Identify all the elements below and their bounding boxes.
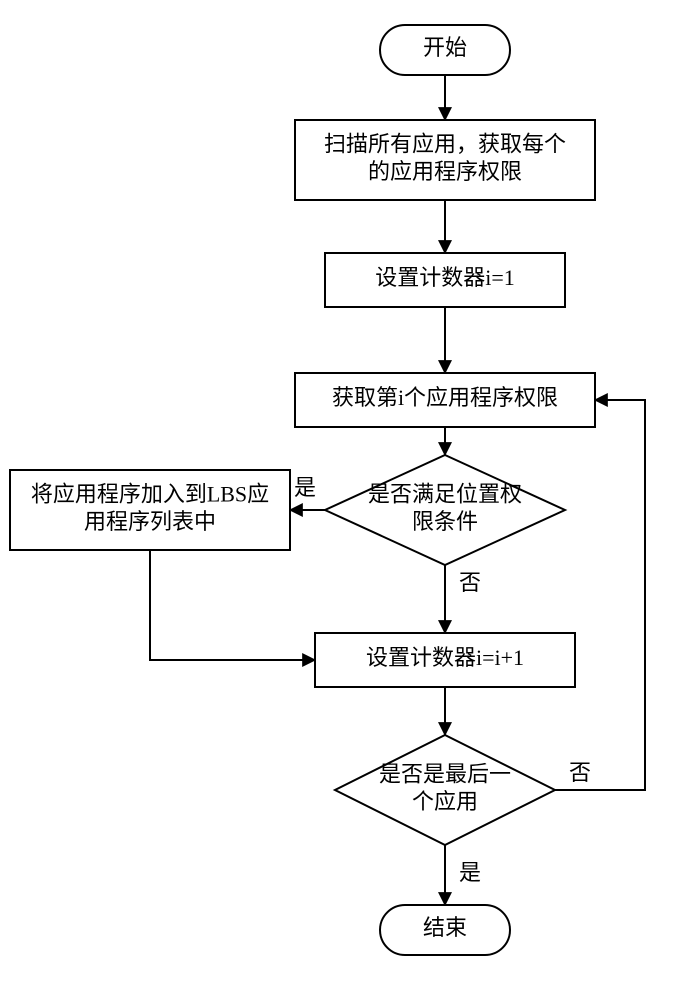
- svg-text:是否是最后一: 是否是最后一: [379, 761, 511, 786]
- svg-text:用程序列表中: 用程序列表中: [84, 509, 216, 534]
- node-init: 设置计数器i=1: [325, 253, 565, 307]
- svg-text:个应用: 个应用: [412, 789, 478, 814]
- svg-text:限条件: 限条件: [412, 509, 478, 534]
- node-end: 结束: [380, 905, 510, 955]
- edge-label-cond2-end: 是: [459, 860, 481, 885]
- svg-text:扫描所有应用，获取每个: 扫描所有应用，获取每个: [324, 131, 566, 156]
- node-cond1: 是否满足位置权限条件: [325, 455, 565, 565]
- node-start: 开始: [380, 25, 510, 75]
- edge-label-cond1-inc: 否: [459, 570, 481, 595]
- edge-addlist-inc: [150, 550, 315, 660]
- svg-text:是否满足位置权: 是否满足位置权: [368, 481, 522, 506]
- svg-text:的应用程序权限: 的应用程序权限: [368, 159, 522, 184]
- svg-text:开始: 开始: [423, 35, 467, 60]
- svg-text:设置计数器i=i+1: 设置计数器i=i+1: [366, 645, 524, 670]
- node-cond2: 是否是最后一个应用: [335, 735, 555, 845]
- svg-text:结束: 结束: [423, 915, 467, 940]
- node-inc: 设置计数器i=i+1: [315, 633, 575, 687]
- node-get: 获取第i个应用程序权限: [295, 373, 595, 427]
- svg-text:将应用程序加入到LBS应: 将应用程序加入到LBS应: [31, 481, 269, 506]
- edge-label-cond1-addlist: 是: [294, 475, 316, 500]
- edge-label-cond2-get: 否: [569, 760, 591, 785]
- node-addlist: 将应用程序加入到LBS应用程序列表中: [10, 470, 290, 550]
- svg-text:设置计数器i=1: 设置计数器i=1: [375, 265, 515, 290]
- edge-cond2-get: [555, 400, 645, 790]
- node-scan: 扫描所有应用，获取每个的应用程序权限: [295, 120, 595, 200]
- svg-text:获取第i个应用程序权限: 获取第i个应用程序权限: [332, 385, 558, 410]
